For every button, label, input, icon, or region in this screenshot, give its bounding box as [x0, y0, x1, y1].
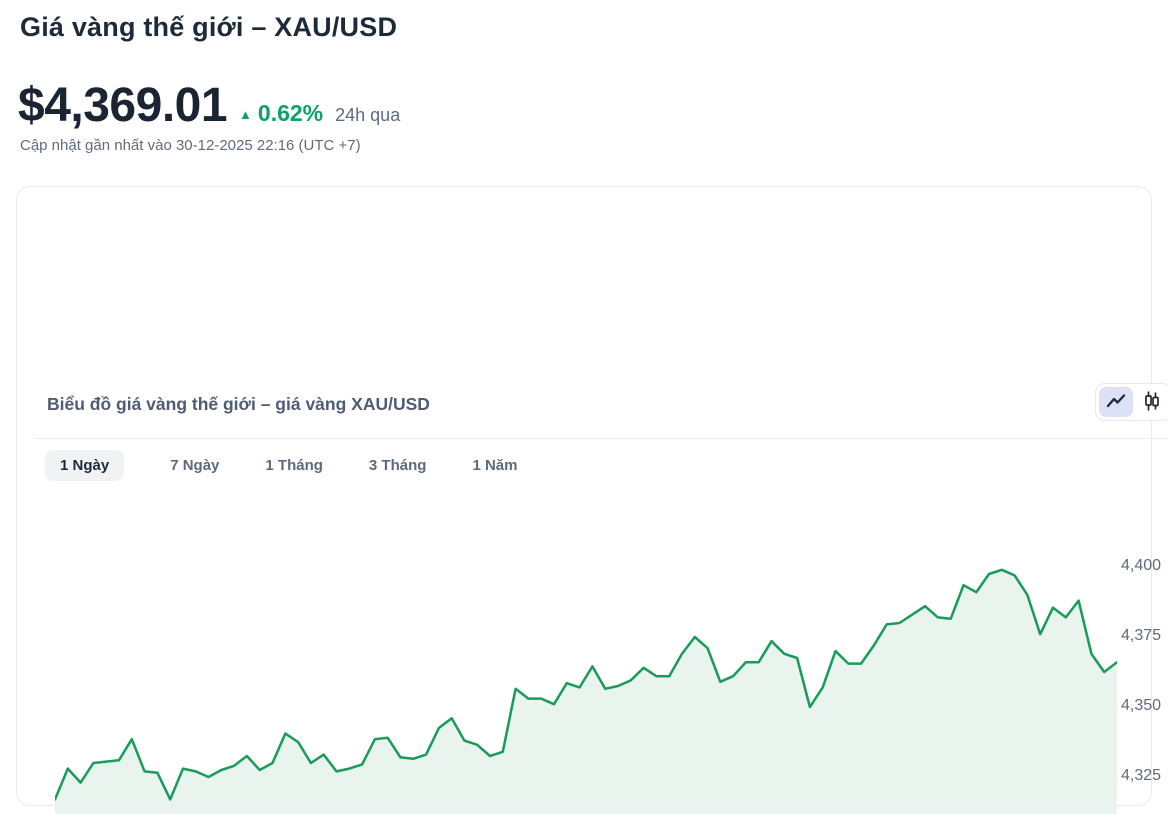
- chart-card-title: Biểu đồ giá vàng thế giới – giá vàng XAU…: [47, 394, 430, 414]
- line-chart-button[interactable]: [1099, 387, 1133, 417]
- page-title: Giá vàng thế giới – XAU/USD: [20, 12, 398, 42]
- change-badge: ▲ 0.62%: [239, 100, 323, 127]
- candlestick-chart-button[interactable]: [1135, 387, 1168, 417]
- tab-3-months[interactable]: 3 Tháng: [368, 457, 427, 474]
- range-tabs: 1 Ngày 7 Ngày 1 Tháng 3 Tháng 1 Năm: [45, 450, 517, 481]
- y-axis-label: 4,350: [1121, 697, 1162, 714]
- last-updated-text: Cập nhật gần nhất vào 30-12-2025 22:16 (…: [20, 137, 361, 154]
- divider: [34, 438, 1168, 439]
- arrow-up-icon: ▲: [239, 107, 252, 122]
- percent-change: 0.62%: [257, 100, 324, 126]
- chart-card: Biểu đồ giá vàng thế giới – giá vàng XAU…: [16, 186, 1168, 814]
- current-price: $4,369.01: [18, 79, 228, 132]
- line-chart-icon: [1106, 392, 1126, 413]
- tab-1-year[interactable]: 1 Năm: [472, 457, 518, 474]
- y-axis-label: 4,325: [1121, 767, 1162, 784]
- price-row: $4,369.01 ▲ 0.62% 24h qua: [18, 78, 400, 133]
- change-period-label: 24h qua: [335, 105, 401, 125]
- tab-7-days[interactable]: 7 Ngày: [170, 457, 220, 474]
- candlestick-icon: [1142, 390, 1162, 415]
- tab-1-day[interactable]: 1 Ngày: [45, 450, 125, 481]
- price-area-chart[interactable]: [55, 517, 1117, 814]
- y-axis-label: 4,400: [1121, 557, 1162, 574]
- tab-1-month[interactable]: 1 Tháng: [265, 457, 323, 474]
- y-axis-label: 4,375: [1121, 627, 1162, 644]
- chart-type-toggle: [1095, 383, 1168, 421]
